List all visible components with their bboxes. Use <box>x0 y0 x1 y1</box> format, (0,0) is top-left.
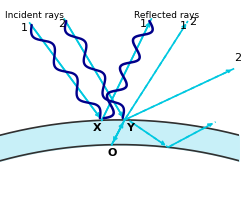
Text: 1: 1 <box>180 21 186 31</box>
Text: Reflected rays: Reflected rays <box>134 11 199 20</box>
Text: X: X <box>93 123 102 133</box>
Text: Incident rays: Incident rays <box>5 11 64 20</box>
Text: 2: 2 <box>58 19 65 29</box>
Text: 1: 1 <box>21 23 28 33</box>
Text: O: O <box>108 148 117 158</box>
Text: 2: 2 <box>189 17 197 27</box>
Text: 1: 1 <box>140 19 147 29</box>
Text: Y: Y <box>127 123 135 133</box>
Text: 2: 2 <box>234 53 242 63</box>
